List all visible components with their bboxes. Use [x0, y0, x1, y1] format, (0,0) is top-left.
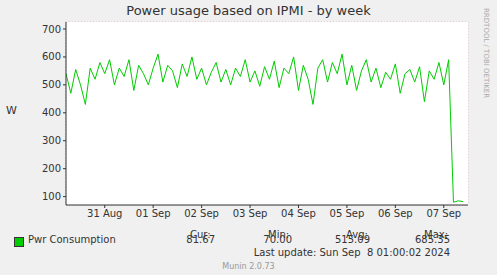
- svg-text:03 Sep: 03 Sep: [233, 208, 268, 219]
- svg-text:300: 300: [42, 135, 61, 146]
- html-text:Avg:: Avg:: [346, 229, 368, 240]
- html-text:81.67: 81.67: [186, 234, 215, 245]
- html-text:Cur:: Cur:: [190, 229, 211, 240]
- svg-text:200: 200: [42, 163, 61, 174]
- html-text:RRDTOOL / TOBI OETIKER: RRDTOOL / TOBI OETIKER: [482, 8, 490, 99]
- svg-text:04 Sep: 04 Sep: [281, 208, 316, 219]
- svg-text:01 Sep: 01 Sep: [136, 208, 171, 219]
- svg-text:700: 700: [42, 24, 61, 35]
- html-text:Pwr Consumption: Pwr Consumption: [28, 234, 116, 245]
- svg-text:06 Sep: 06 Sep: [378, 208, 413, 219]
- html-text:Munin 2.0.73: Munin 2.0.73: [222, 262, 275, 271]
- html-text:Last update: Sun Sep 8 01:00:0: Last update: Sun Sep 8 01:00:02 2024: [253, 247, 450, 258]
- svg-text:31 Aug: 31 Aug: [87, 208, 122, 219]
- svg-text:600: 600: [42, 51, 61, 62]
- svg-text:100: 100: [42, 191, 61, 202]
- svg-text:05 Sep: 05 Sep: [330, 208, 365, 219]
- svg-text:500: 500: [42, 79, 61, 90]
- html-text:515.09: 515.09: [335, 234, 370, 245]
- svg-text:07 Sep: 07 Sep: [426, 208, 461, 219]
- svg-text:400: 400: [42, 107, 61, 118]
- svg-text:02 Sep: 02 Sep: [184, 208, 219, 219]
- html-text:Max:: Max:: [424, 229, 448, 240]
- html-text:Min:: Min:: [268, 229, 290, 240]
- html-text:Power usage based on IPMI - by: Power usage based on IPMI - by week: [126, 3, 371, 18]
- html-text:W: W: [6, 104, 17, 117]
- html-text:70.00: 70.00: [263, 234, 292, 245]
- html-text:685.35: 685.35: [415, 234, 450, 245]
